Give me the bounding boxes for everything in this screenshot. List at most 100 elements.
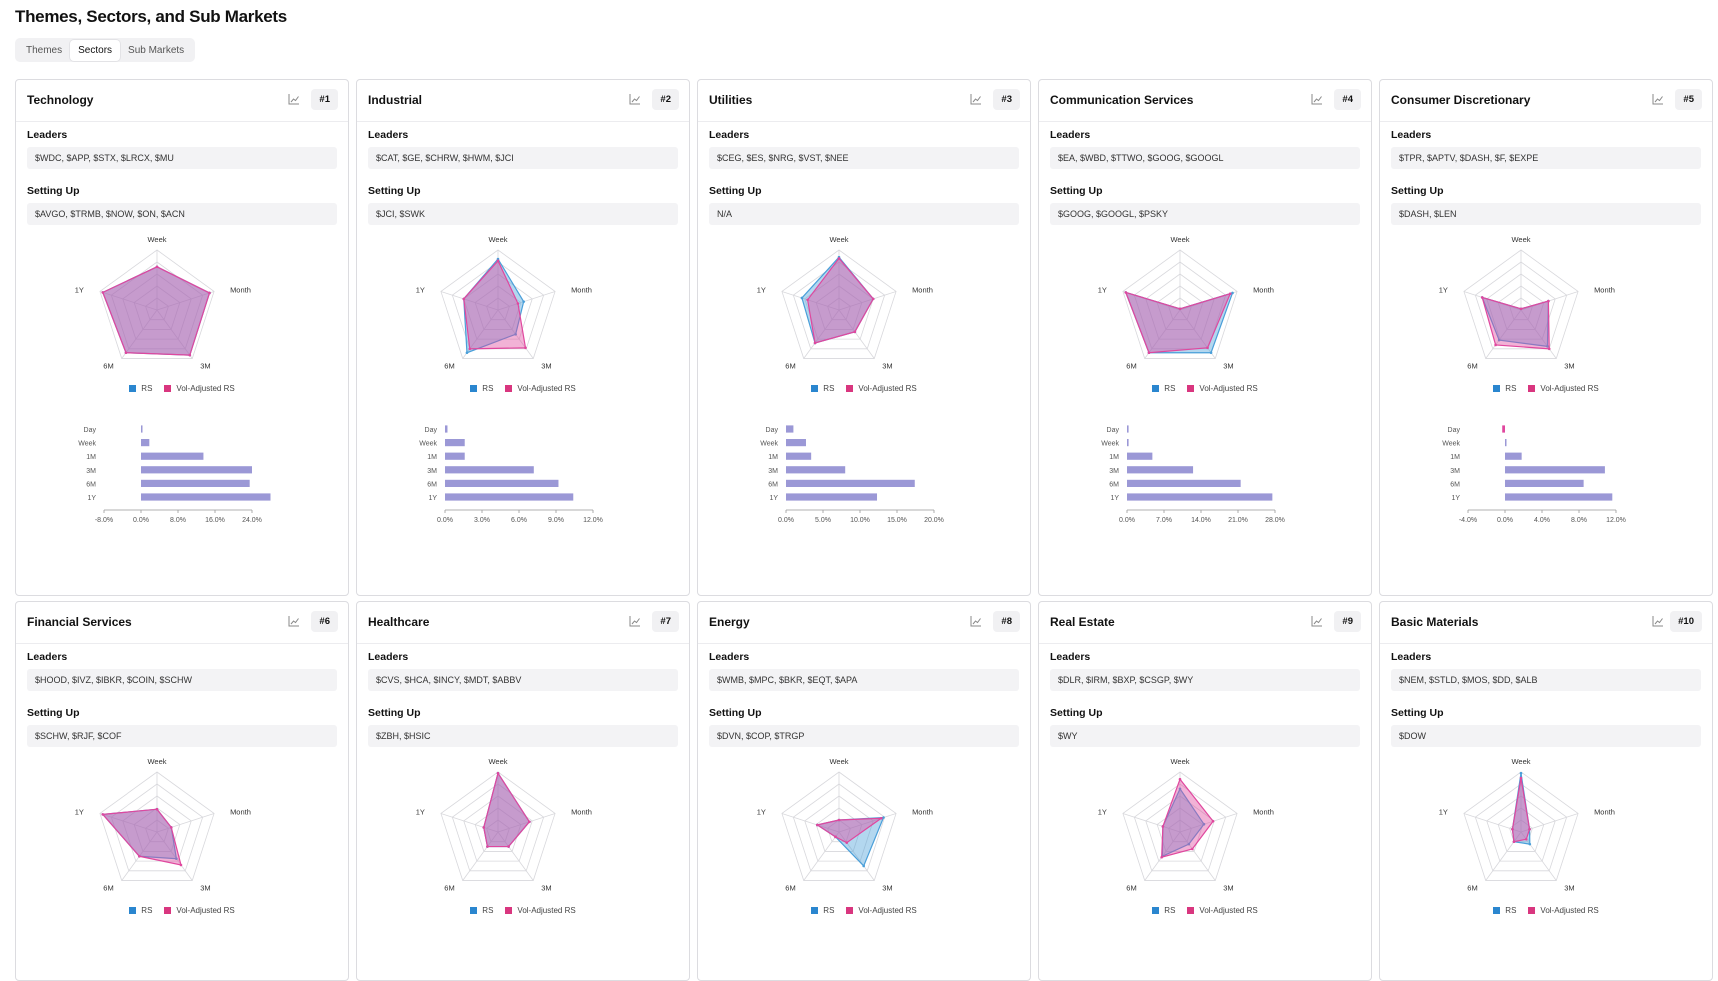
tab-themes[interactable]: Themes [26, 44, 63, 56]
legend-rs[interactable]: RS [811, 906, 834, 915]
rank-badge: #3 [993, 89, 1020, 110]
radar-grid-ring [463, 273, 533, 340]
legend-rs[interactable]: RS [470, 906, 493, 915]
line-chart-icon[interactable] [628, 92, 642, 106]
chart-legend: RS Vol-Adjusted RS [1380, 384, 1712, 393]
performance-bar-chart: Day Week 1M 3M 6M 1Y -8.0% 0.0% 8.0% 16.0% 24.0% [78, 425, 271, 524]
vol-adjusted-rs-series [102, 266, 211, 356]
line-chart-icon[interactable] [628, 614, 642, 628]
legend-vol-label: Vol-Adjusted RS [176, 384, 235, 393]
legend-vol-label: Vol-Adjusted RS [1199, 384, 1258, 393]
radar-spoke [462, 309, 499, 359]
radar-grid-ring [827, 819, 851, 843]
radar-grid-ring [145, 297, 169, 321]
legend-vol-adjusted-rs[interactable]: Vol-Adjusted RS [164, 384, 235, 393]
rank-badge: #9 [1334, 611, 1361, 632]
legend-vol-adjusted-rs[interactable]: Vol-Adjusted RS [505, 384, 576, 393]
legend-rs[interactable]: RS [129, 384, 152, 393]
sector-card: Financial Services #6 Leaders $HOOD, $IVZ, … [15, 601, 349, 981]
legend-vol-adjusted-rs[interactable]: Vol-Adjusted RS [1187, 384, 1258, 393]
radar-axis-label: 6M [1126, 884, 1136, 893]
rank-badge: #6 [311, 611, 338, 632]
legend-vol-swatch [1187, 385, 1195, 392]
legend-vol-adjusted-rs[interactable]: Vol-Adjusted RS [1187, 906, 1258, 915]
radar-grid-ring [815, 285, 863, 330]
tab-sectors[interactable]: Sectors [70, 39, 121, 61]
leaders-label: Leaders [709, 129, 750, 141]
legend-rs[interactable]: RS [470, 384, 493, 393]
legend-vol-adjusted-rs[interactable]: Vol-Adjusted RS [505, 906, 576, 915]
bar-category-label: 1M [768, 454, 778, 461]
legend-rs[interactable]: RS [811, 384, 834, 393]
radar-axis-label: Week [1170, 757, 1189, 766]
legend-rs-label: RS [482, 384, 494, 393]
setting-up-tickers: $SCHW, $RJF, $COF [27, 725, 337, 747]
legend-rs[interactable]: RS [1152, 906, 1175, 915]
radar-axis-label: Week [1170, 235, 1189, 244]
legend-vol-adjusted-rs[interactable]: Vol-Adjusted RS [1528, 384, 1599, 393]
line-chart-icon[interactable] [1651, 92, 1665, 106]
leaders-tickers: $DLR, $IRM, $BXP, $CSGP, $WY [1050, 669, 1360, 691]
radar-spoke [497, 813, 556, 833]
radar-spoke [156, 813, 215, 833]
leaders-tickers: $WDC, $APP, $STX, $LRCX, $MU [27, 147, 337, 169]
radar-spoke [156, 309, 193, 359]
radar-axis-label: 1Y [416, 807, 425, 816]
bar-category-label: 6M [768, 481, 778, 488]
legend-vol-label: Vol-Adjusted RS [176, 906, 235, 915]
vol-adjusted-rs-series-point [169, 826, 173, 829]
bar-category-label: Day [425, 427, 438, 434]
line-chart-icon[interactable] [1651, 614, 1665, 628]
line-chart-icon[interactable] [1310, 92, 1324, 106]
leaders-label: Leaders [27, 129, 68, 141]
radar-grid-ring [1168, 297, 1192, 321]
bar-x-tick-label: 10.0% [850, 517, 870, 524]
bar-category-label: 3M [427, 468, 437, 475]
chart-legend: RS Vol-Adjusted RS [1380, 906, 1712, 915]
legend-rs-swatch [470, 385, 478, 392]
radar-grid-ring [792, 783, 886, 872]
line-chart-icon[interactable] [287, 92, 301, 106]
legend-rs[interactable]: RS [1493, 384, 1516, 393]
legend-rs[interactable]: RS [129, 906, 152, 915]
line-chart-icon[interactable] [1310, 614, 1324, 628]
bar-x-tick-label: 8.0% [1571, 517, 1587, 524]
legend-rs-swatch [1493, 907, 1501, 914]
leaders-tickers: $NEM, $STLD, $MOS, $DD, $ALB [1391, 669, 1701, 691]
leaders-tickers: $WMB, $MPC, $BKR, $EQT, $APA [709, 669, 1019, 691]
radar-axis-label: Week [147, 757, 166, 766]
legend-vol-swatch [505, 385, 513, 392]
radar-spoke [1144, 309, 1181, 359]
sector-card: Communication Services #4 Leaders $EA, $WBD… [1038, 79, 1372, 596]
legend-vol-adjusted-rs[interactable]: Vol-Adjusted RS [164, 906, 235, 915]
leaders-label: Leaders [709, 651, 750, 663]
legend-vol-adjusted-rs[interactable]: Vol-Adjusted RS [846, 906, 917, 915]
bar-x-tick-label: 24.0% [242, 517, 262, 524]
leaders-tickers: $CAT, $GE, $CHRW, $HWM, $JCI [368, 147, 678, 169]
chart-legend: RS Vol-Adjusted RS [16, 906, 348, 915]
rank-badge: #5 [1675, 89, 1702, 110]
legend-rs[interactable]: RS [1493, 906, 1516, 915]
legend-rs-swatch [811, 907, 819, 914]
radar-axis-label: Week [147, 235, 166, 244]
legend-rs-label: RS [141, 906, 153, 915]
line-chart-icon[interactable] [287, 614, 301, 628]
radar-spoke [99, 813, 158, 833]
sector-card: Energy #8 Leaders $WMB, $MPC, $BKR, $EQT, $… [697, 601, 1031, 981]
radar-axis-label: 3M [541, 362, 551, 371]
chart-legend: RS Vol-Adjusted RS [357, 384, 689, 393]
rank-badge: #2 [652, 89, 679, 110]
legend-vol-label: Vol-Adjusted RS [1540, 906, 1599, 915]
radar-axis-label: 1Y [757, 285, 766, 294]
tab-sub-markets[interactable]: Sub Markets [128, 44, 185, 56]
vol-adjusted-rs-series-point [482, 826, 486, 829]
legend-vol-adjusted-rs[interactable]: Vol-Adjusted RS [1528, 906, 1599, 915]
line-chart-icon[interactable] [969, 614, 983, 628]
legend-vol-adjusted-rs[interactable]: Vol-Adjusted RS [846, 384, 917, 393]
legend-rs[interactable]: RS [1152, 384, 1175, 393]
line-chart-icon[interactable] [969, 92, 983, 106]
vol-adjusted-rs-series-point [1160, 855, 1163, 859]
rs-series-point [496, 257, 500, 261]
bar-x-tick-label: 5.0% [815, 517, 831, 524]
vol-adjusted-rs-series [815, 817, 884, 844]
